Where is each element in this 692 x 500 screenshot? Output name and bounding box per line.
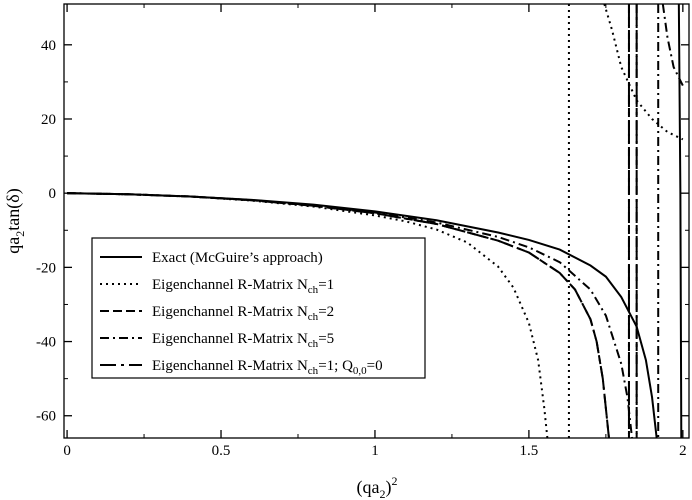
x-tick-label: 2	[679, 443, 687, 459]
x-axis-label: (qa2)2	[357, 474, 398, 500]
y-tick-label: -60	[36, 409, 56, 425]
x-tick-label: 1.5	[520, 443, 539, 459]
legend-entries: Exact (McGuire’s approach) Eigenchannel R…	[100, 250, 383, 377]
legend-entry-5: Eigenchannel R-Matrix Nch=1; Q0,0=0	[100, 358, 383, 377]
series-2-curve-1	[67, 192, 549, 438]
legend-entry-1: Exact (McGuire’s approach)	[100, 250, 323, 266]
y-tick-label: 20	[41, 112, 56, 128]
series-1-curve-2	[677, 4, 683, 438]
ticks-layer: 0 0.5 1 1.5 2 -60 -40 -20 0 20 40	[36, 4, 689, 459]
series-2-curve-2	[603, 4, 684, 141]
legend: Exact (McGuire’s approach) Eigenchannel R…	[91, 237, 426, 379]
y-tick-label: 40	[41, 38, 56, 54]
legend-entry-2: Eigenchannel R-Matrix Nch=1	[100, 277, 334, 296]
y-tick-label: 0	[49, 186, 57, 202]
x-tick-label: 0	[63, 443, 71, 459]
x-tick-label: 0.5	[212, 443, 231, 459]
series-5-curve-1	[67, 192, 610, 438]
legend-label: Eigenchannel R-Matrix Nch=5	[152, 331, 334, 350]
legend-box	[91, 237, 426, 379]
legend-label: Exact (McGuire’s approach)	[152, 250, 323, 266]
y-axis-label: qa2tan(δ)	[3, 188, 27, 253]
legend-entry-3: Eigenchannel R-Matrix Nch=2	[100, 304, 334, 323]
x-tick-label: 1	[371, 443, 379, 459]
plot-frame	[63, 3, 690, 439]
series-layer	[67, 4, 684, 438]
y-tick-label: -40	[36, 335, 56, 351]
legend-label: Eigenchannel R-Matrix Nch=1	[152, 277, 334, 296]
legend-label: Eigenchannel R-Matrix Nch=2	[152, 304, 334, 323]
legend-entry-4: Eigenchannel R-Matrix Nch=5	[100, 331, 334, 350]
legend-label: Eigenchannel R-Matrix Nch=1; Q0,0=0	[152, 358, 383, 377]
y-tick-label: -20	[36, 260, 56, 276]
